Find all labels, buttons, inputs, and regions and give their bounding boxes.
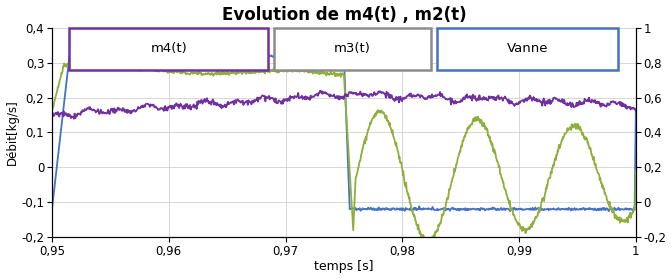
FancyBboxPatch shape <box>274 28 431 70</box>
Text: Vanne: Vanne <box>507 42 548 55</box>
Text: m4(t): m4(t) <box>151 42 187 55</box>
Title: Evolution de m4(t) , m2(t): Evolution de m4(t) , m2(t) <box>222 6 466 23</box>
Text: m3(t): m3(t) <box>334 42 371 55</box>
X-axis label: temps [s]: temps [s] <box>314 260 374 273</box>
FancyBboxPatch shape <box>437 28 618 70</box>
FancyBboxPatch shape <box>69 28 268 70</box>
Y-axis label: Débit[kg/s]: Débit[kg/s] <box>5 100 19 165</box>
